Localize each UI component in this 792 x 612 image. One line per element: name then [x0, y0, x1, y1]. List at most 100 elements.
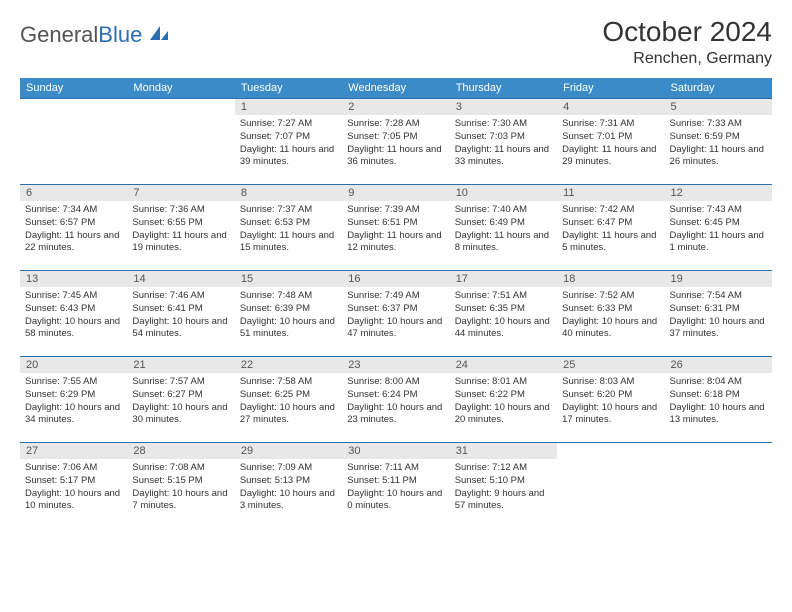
calendar-row: 13Sunrise: 7:45 AMSunset: 6:43 PMDayligh…: [20, 271, 772, 357]
sunset-text: Sunset: 6:24 PM: [347, 389, 444, 402]
cell-body: Sunrise: 7:37 AMSunset: 6:53 PMDaylight:…: [235, 201, 342, 259]
calendar-cell: 6Sunrise: 7:34 AMSunset: 6:57 PMDaylight…: [20, 185, 127, 271]
cell-body: Sunrise: 7:52 AMSunset: 6:33 PMDaylight:…: [557, 287, 664, 345]
day-number: 10: [450, 185, 557, 201]
sunrise-text: Sunrise: 7:34 AM: [25, 204, 122, 217]
month-title: October 2024: [602, 16, 772, 48]
calendar-cell: 17Sunrise: 7:51 AMSunset: 6:35 PMDayligh…: [450, 271, 557, 357]
calendar-cell: 25Sunrise: 8:03 AMSunset: 6:20 PMDayligh…: [557, 357, 664, 443]
calendar-cell: 11Sunrise: 7:42 AMSunset: 6:47 PMDayligh…: [557, 185, 664, 271]
cell-body: Sunrise: 7:36 AMSunset: 6:55 PMDaylight:…: [127, 201, 234, 259]
cell-body: Sunrise: 8:01 AMSunset: 6:22 PMDaylight:…: [450, 373, 557, 431]
daylight-text: Daylight: 11 hours and 26 minutes.: [670, 144, 767, 170]
sunset-text: Sunset: 6:31 PM: [670, 303, 767, 316]
calendar-cell-empty: [557, 443, 664, 529]
daylight-text: Daylight: 11 hours and 1 minute.: [670, 230, 767, 256]
sunrise-text: Sunrise: 7:49 AM: [347, 290, 444, 303]
cell-body: Sunrise: 8:04 AMSunset: 6:18 PMDaylight:…: [665, 373, 772, 431]
sunrise-text: Sunrise: 7:08 AM: [132, 462, 229, 475]
daylight-text: Daylight: 11 hours and 39 minutes.: [240, 144, 337, 170]
day-number: 3: [450, 99, 557, 115]
sunset-text: Sunset: 6:57 PM: [25, 217, 122, 230]
title-block: October 2024 Renchen, Germany: [602, 16, 772, 68]
sunset-text: Sunset: 7:01 PM: [562, 131, 659, 144]
cell-body: Sunrise: 7:06 AMSunset: 5:17 PMDaylight:…: [20, 459, 127, 517]
daylight-text: Daylight: 10 hours and 10 minutes.: [25, 488, 122, 514]
day-number: 23: [342, 357, 449, 373]
sunset-text: Sunset: 5:11 PM: [347, 475, 444, 488]
day-number: 14: [127, 271, 234, 287]
cell-body: Sunrise: 7:39 AMSunset: 6:51 PMDaylight:…: [342, 201, 449, 259]
day-number: 18: [557, 271, 664, 287]
day-header-row: SundayMondayTuesdayWednesdayThursdayFrid…: [20, 78, 772, 99]
sunrise-text: Sunrise: 8:01 AM: [455, 376, 552, 389]
sunset-text: Sunset: 7:03 PM: [455, 131, 552, 144]
sunrise-text: Sunrise: 7:11 AM: [347, 462, 444, 475]
sunrise-text: Sunrise: 7:51 AM: [455, 290, 552, 303]
calendar-cell: 1 Sunrise: 7:27 AMSunset: 7:07 PMDaylight…: [235, 99, 342, 185]
daylight-text: Daylight: 10 hours and 58 minutes.: [25, 316, 122, 342]
daylight-text: Daylight: 11 hours and 5 minutes.: [562, 230, 659, 256]
cell-body: Sunrise: 7:11 AMSunset: 5:11 PMDaylight:…: [342, 459, 449, 517]
calendar-row: 1Sunrise: 7:27 AMSunset: 7:07 PMDaylight…: [20, 99, 772, 185]
cell-body: Sunrise: 7:31 AMSunset: 7:01 PMDaylight:…: [557, 115, 664, 173]
day-header: Thursday: [450, 78, 557, 99]
calendar-cell: 30Sunrise: 7:11 AMSunset: 5:11 PMDayligh…: [342, 443, 449, 529]
calendar-cell: 16Sunrise: 7:49 AMSunset: 6:37 PMDayligh…: [342, 271, 449, 357]
day-number: 24: [450, 357, 557, 373]
calendar-cell: 15Sunrise: 7:48 AMSunset: 6:39 PMDayligh…: [235, 271, 342, 357]
sunrise-text: Sunrise: 7:40 AM: [455, 204, 552, 217]
sunset-text: Sunset: 6:20 PM: [562, 389, 659, 402]
day-header: Sunday: [20, 78, 127, 99]
cell-body: Sunrise: 7:42 AMSunset: 6:47 PMDaylight:…: [557, 201, 664, 259]
day-number: 29: [235, 443, 342, 459]
day-number: 8: [235, 185, 342, 201]
day-number: 30: [342, 443, 449, 459]
cell-body: Sunrise: 7:12 AMSunset: 5:10 PMDaylight:…: [450, 459, 557, 517]
daylight-text: Daylight: 11 hours and 29 minutes.: [562, 144, 659, 170]
day-number: 1: [235, 99, 342, 115]
sunrise-text: Sunrise: 7:45 AM: [25, 290, 122, 303]
sunset-text: Sunset: 6:49 PM: [455, 217, 552, 230]
sunset-text: Sunset: 7:07 PM: [240, 131, 337, 144]
day-number: 11: [557, 185, 664, 201]
sunset-text: Sunset: 6:55 PM: [132, 217, 229, 230]
daylight-text: Daylight: 10 hours and 51 minutes.: [240, 316, 337, 342]
cell-body: Sunrise: 7:48 AMSunset: 6:39 PMDaylight:…: [235, 287, 342, 345]
day-number: 17: [450, 271, 557, 287]
daylight-text: Daylight: 10 hours and 23 minutes.: [347, 402, 444, 428]
day-number: 7: [127, 185, 234, 201]
day-number: 6: [20, 185, 127, 201]
day-number: 19: [665, 271, 772, 287]
day-number: 27: [20, 443, 127, 459]
daylight-text: Daylight: 10 hours and 7 minutes.: [132, 488, 229, 514]
calendar-cell: 10Sunrise: 7:40 AMSunset: 6:49 PMDayligh…: [450, 185, 557, 271]
day-header: Wednesday: [342, 78, 449, 99]
day-number: 12: [665, 185, 772, 201]
logo-sail-icon: [148, 24, 170, 47]
sunset-text: Sunset: 6:25 PM: [240, 389, 337, 402]
sunrise-text: Sunrise: 7:30 AM: [455, 118, 552, 131]
cell-body: Sunrise: 7:28 AMSunset: 7:05 PMDaylight:…: [342, 115, 449, 173]
cell-body: Sunrise: 8:03 AMSunset: 6:20 PMDaylight:…: [557, 373, 664, 431]
day-number: 2: [342, 99, 449, 115]
calendar-row: 20Sunrise: 7:55 AMSunset: 6:29 PMDayligh…: [20, 357, 772, 443]
sunrise-text: Sunrise: 8:03 AM: [562, 376, 659, 389]
sunset-text: Sunset: 6:47 PM: [562, 217, 659, 230]
daylight-text: Daylight: 10 hours and 13 minutes.: [670, 402, 767, 428]
sunset-text: Sunset: 6:59 PM: [670, 131, 767, 144]
sunrise-text: Sunrise: 7:27 AM: [240, 118, 337, 131]
logo-text: GeneralBlue: [20, 22, 142, 48]
sunset-text: Sunset: 6:35 PM: [455, 303, 552, 316]
calendar-body: 1Sunrise: 7:27 AMSunset: 7:07 PMDaylight…: [20, 99, 772, 529]
calendar: SundayMondayTuesdayWednesdayThursdayFrid…: [20, 78, 772, 529]
calendar-cell: 22Sunrise: 7:58 AMSunset: 6:25 PMDayligh…: [235, 357, 342, 443]
sunset-text: Sunset: 6:45 PM: [670, 217, 767, 230]
sunset-text: Sunset: 6:29 PM: [25, 389, 122, 402]
sunrise-text: Sunrise: 7:09 AM: [240, 462, 337, 475]
calendar-cell: 2Sunrise: 7:28 AMSunset: 7:05 PMDaylight…: [342, 99, 449, 185]
day-number: 26: [665, 357, 772, 373]
sunrise-text: Sunrise: 7:54 AM: [670, 290, 767, 303]
cell-body: Sunrise: 7:54 AMSunset: 6:31 PMDaylight:…: [665, 287, 772, 345]
cell-body: Sunrise: 7:51 AMSunset: 6:35 PMDaylight:…: [450, 287, 557, 345]
